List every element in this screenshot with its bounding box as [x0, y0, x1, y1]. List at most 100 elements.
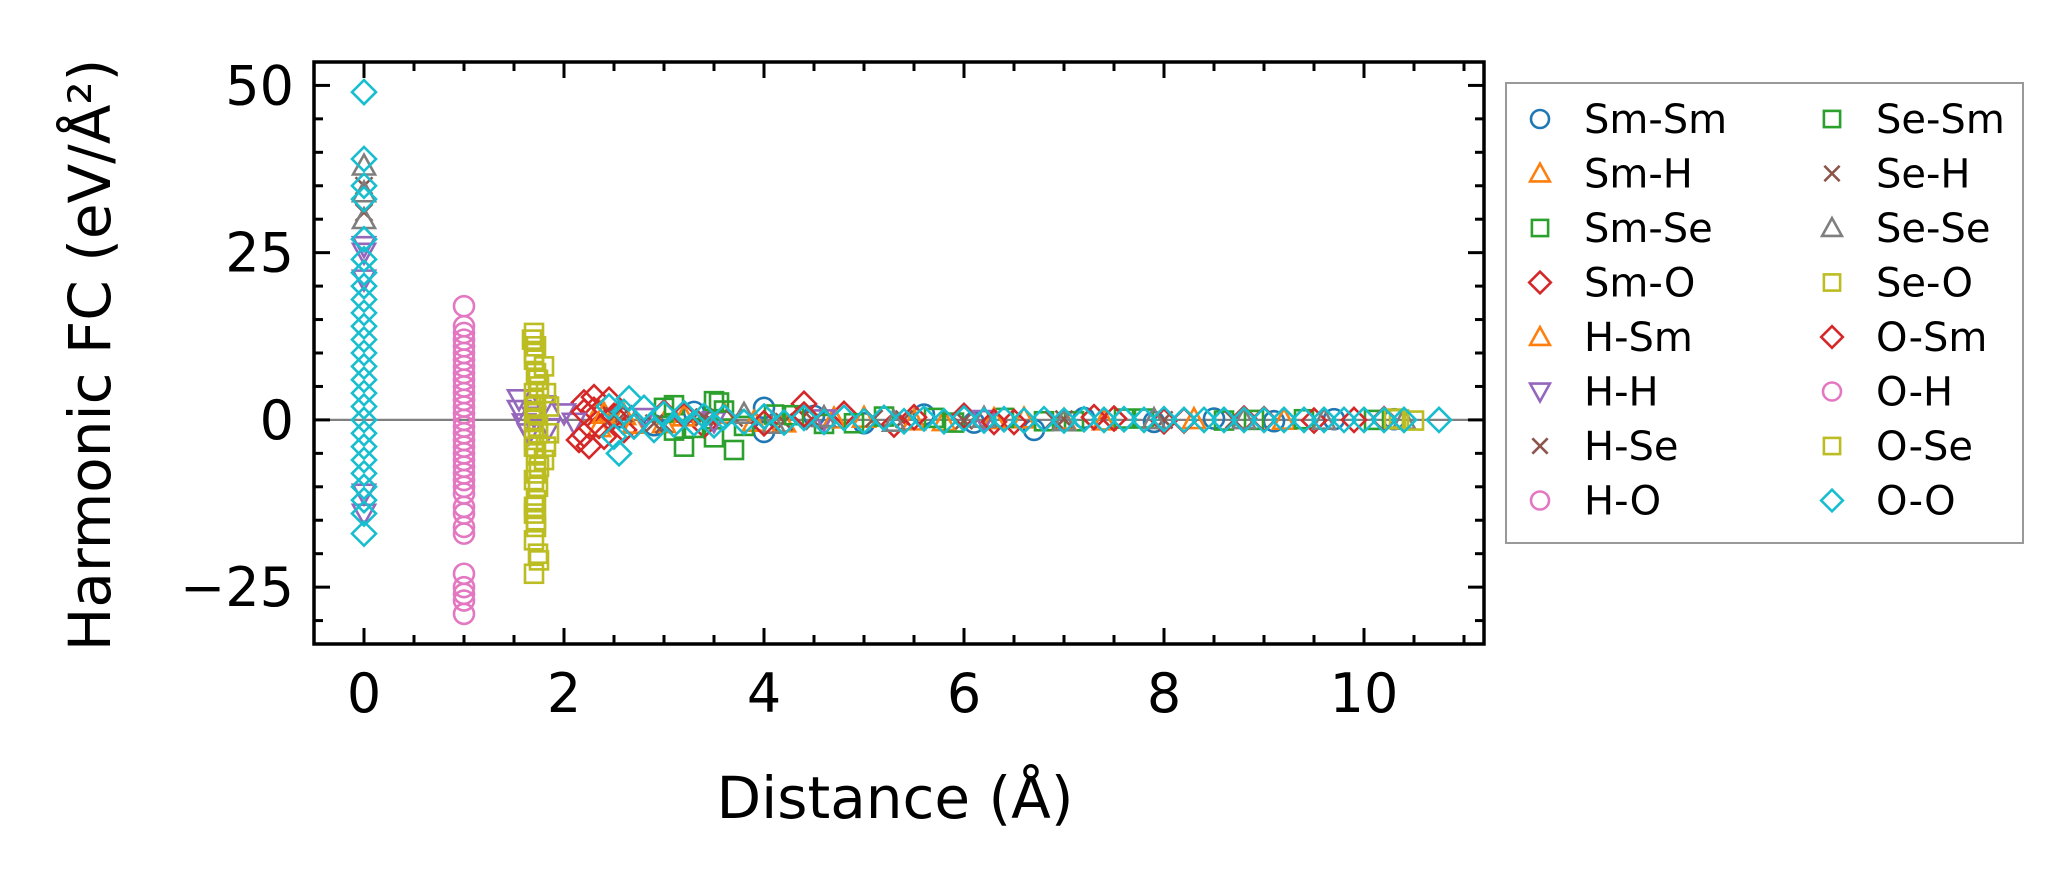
legend-marker-h-o [1529, 490, 1551, 511]
data-point [350, 503, 378, 528]
data-point [350, 185, 378, 213]
legend-entry-h-se: H-Se [1531, 424, 1679, 470]
y-tick-label: −25 [180, 556, 294, 619]
data-point [452, 435, 476, 458]
legend-marker-sm-sm [1529, 108, 1551, 130]
legend-entry-o-o: O-O [1819, 479, 1956, 525]
data-point [523, 382, 545, 404]
data-point [660, 410, 688, 439]
data-point [538, 422, 560, 444]
data-point [1300, 406, 1328, 435]
legend-marker-sm-se [1530, 218, 1550, 238]
legend-label-o-sm: O-Sm [1876, 315, 1987, 361]
data-point [600, 402, 628, 430]
data-point [790, 404, 818, 432]
data-point [452, 408, 476, 432]
data-point [523, 530, 545, 551]
legend-label-se-sm: Se-Sm [1876, 97, 2005, 143]
data-point [730, 400, 758, 424]
data-point [1310, 406, 1338, 434]
legend-marker-h-h [1527, 382, 1553, 405]
data-point [1290, 406, 1318, 434]
legend-marker-o-se [1822, 436, 1842, 456]
data-point [452, 589, 476, 612]
data-point [452, 582, 476, 606]
data-point [1070, 405, 1098, 434]
data-point [820, 404, 848, 429]
data-point [350, 486, 378, 515]
data-point [527, 476, 549, 498]
legend-marker-o-h [1821, 381, 1843, 402]
data-point [630, 394, 658, 422]
data-point [452, 448, 476, 472]
data-point [580, 383, 608, 411]
data-point [700, 411, 728, 440]
data-point [525, 336, 547, 357]
data-point [950, 404, 978, 433]
data-point [1250, 406, 1278, 434]
data-point [350, 312, 378, 341]
data-point [535, 382, 557, 404]
data-point [590, 422, 618, 451]
data-point [350, 406, 378, 434]
x-tick-label: 10 [1330, 662, 1399, 725]
legend-marker-se-se [1819, 215, 1845, 238]
data-point [350, 472, 378, 501]
data-point [350, 285, 378, 314]
data-point [880, 408, 908, 433]
data-point [1080, 403, 1108, 432]
legend-marker-h-sm [1527, 324, 1553, 347]
legend-marker-sm-h [1527, 160, 1553, 183]
data-point [1310, 406, 1338, 430]
data-point [1370, 406, 1398, 434]
data-point [350, 245, 378, 274]
data-point [523, 409, 545, 431]
y-axis-label: Harmonic FC (eV/Å²) [55, 59, 124, 652]
x-axis-label: Distance (Å) [717, 763, 1074, 832]
data-point [615, 384, 643, 413]
x-tick-label: 2 [547, 662, 581, 725]
data-point [1390, 406, 1418, 434]
data-point [452, 348, 476, 371]
legend-label-se-o: Se-O [1876, 261, 1973, 307]
data-point [1340, 406, 1368, 434]
data-point [452, 462, 476, 485]
data-point [525, 463, 547, 484]
data-point [1090, 406, 1118, 434]
data-point [350, 258, 378, 287]
x-tick-label: 8 [1147, 662, 1181, 725]
data-point [910, 404, 938, 433]
data-point [595, 392, 623, 421]
data-point [350, 225, 378, 254]
legend-entry-se-h: Se-H [1823, 152, 1971, 198]
data-point [1140, 405, 1168, 430]
data-point [600, 422, 628, 451]
data-point [535, 436, 557, 457]
series-o-h [452, 328, 476, 606]
data-point [970, 404, 998, 428]
data-point [1030, 405, 1058, 434]
data-point [452, 515, 476, 539]
data-point [830, 404, 858, 432]
data-point [350, 339, 378, 367]
ticks-layer [314, 62, 1484, 644]
data-point [523, 436, 545, 457]
legend-entry-se-sm: Se-Sm [1822, 97, 2005, 143]
data-point [523, 322, 545, 344]
legend-marker-se-sm [1822, 109, 1842, 129]
data-point [565, 426, 593, 454]
data-point [452, 395, 476, 418]
data-point [1210, 406, 1238, 434]
x-tick-label: 6 [947, 662, 981, 725]
data-point [980, 408, 1008, 436]
data-point [528, 456, 550, 478]
legend: Sm-Sm Sm-H Sm-Se Sm-O H-Sm H-H H-Se H-O Se-Sm Se-… [1505, 82, 2024, 544]
legend-label-o-se: O-Se [1876, 424, 1973, 470]
data-point [1403, 410, 1425, 431]
data-point [350, 419, 378, 448]
legend-marker-h-se [1531, 437, 1549, 455]
data-point [1010, 406, 1038, 435]
legend-frame [1505, 82, 2024, 544]
y-tick-label: 0 [260, 389, 294, 452]
